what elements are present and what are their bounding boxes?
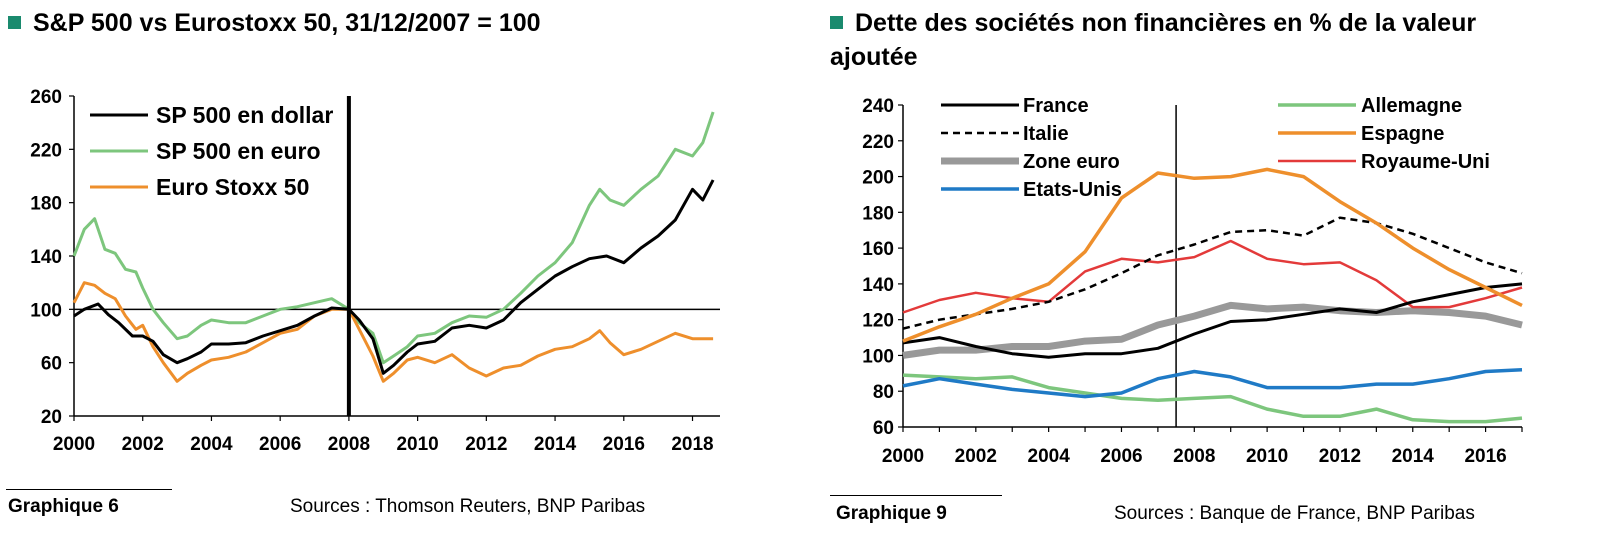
chart-panel-left: S&P 500 vs Eurostoxx 50, 31/12/2007 = 10… <box>0 0 780 547</box>
legend-label-allemagne: Allemagne <box>1361 95 1462 117</box>
y-tick-label: 20 <box>41 407 62 428</box>
footer-rule <box>830 495 1002 496</box>
x-tick-label: 2002 <box>122 434 164 455</box>
sources-text: Sources : Thomson Reuters, BNP Paribas <box>290 496 646 517</box>
series-line-allemagne <box>902 373 1523 424</box>
legend-label-sp-500-en-dollar: SP 500 en dollar <box>156 102 333 128</box>
chart-title-left: S&P 500 vs Eurostoxx 50, 31/12/2007 = 10… <box>8 6 778 40</box>
chart-title-right: Dette des sociétés non financières en % … <box>830 6 1598 74</box>
x-tick-label: 2016 <box>1464 446 1506 467</box>
y-tick-label: 160 <box>862 239 894 260</box>
legend-label-zone-euro: Zone euro <box>1023 151 1120 173</box>
series-line-zone-euro <box>902 301 1523 359</box>
title-bullet-icon <box>8 16 21 29</box>
series-line-sp-500-en-euro <box>72 111 715 365</box>
x-tick-label: 2008 <box>1173 446 1215 467</box>
y-tick-label: 140 <box>862 275 894 296</box>
sources-text: Sources : Banque de France, BNP Paribas <box>1114 503 1475 524</box>
series-line-france <box>902 282 1523 359</box>
y-tick-label: 80 <box>873 382 894 403</box>
y-tick-label: 100 <box>30 300 62 321</box>
x-tick-label: 2012 <box>465 434 507 455</box>
y-tick-label: 120 <box>862 311 894 332</box>
chart-title-line2: ajoutée <box>830 43 918 71</box>
x-tick-label: 2000 <box>882 446 924 467</box>
y-tick-label: 60 <box>873 418 894 439</box>
legend-label-france: France <box>1023 95 1089 117</box>
x-tick-label: 2012 <box>1319 446 1361 467</box>
legend-label-sp-500-en-euro: SP 500 en euro <box>156 138 321 164</box>
y-tick-label: 60 <box>41 354 62 375</box>
y-tick-label: 260 <box>30 87 62 108</box>
series-line-italie <box>902 216 1523 330</box>
x-tick-label: 2004 <box>190 434 233 455</box>
legend-label-espagne: Espagne <box>1361 123 1444 145</box>
chart-title-line1: Dette des sociétés non financières en % … <box>855 9 1477 37</box>
series-line-sp-500-en-dollar <box>73 179 715 375</box>
series-line-etats-unis <box>902 368 1523 399</box>
x-tick-label: 2002 <box>955 446 997 467</box>
chart-panel-right: Dette des sociétés non financières en % … <box>818 0 1600 547</box>
y-tick-label: 180 <box>30 194 62 215</box>
graph-label: Graphique 9 <box>836 503 947 524</box>
corporate-debt-chart: 60 80 100 120 140 160 180 200 220 240 2000 2002 2004… <box>862 95 1523 467</box>
graph-label: Graphique 6 <box>8 496 119 517</box>
legend-label-royaume-uni: Royaume-Uni <box>1361 151 1490 173</box>
y-tick-label: 140 <box>30 247 62 268</box>
title-bullet-icon <box>830 16 843 29</box>
legend-label-etats-unis: Etats-Unis <box>1023 179 1122 201</box>
y-tick-label: 200 <box>862 168 894 189</box>
y-tick-label: 100 <box>862 346 894 367</box>
x-tick-label: 2014 <box>1392 446 1435 467</box>
y-tick-label: 180 <box>862 203 894 224</box>
x-tick-label: 2006 <box>259 434 301 455</box>
legend-label-euro-stoxx-50: Euro Stoxx 50 <box>156 174 309 200</box>
series-line-espagne <box>902 167 1523 343</box>
x-tick-label: 2014 <box>534 434 577 455</box>
series-line-royaume-uni <box>902 239 1523 314</box>
x-tick-label: 2010 <box>1246 446 1288 467</box>
series-line-euro-stoxx-50 <box>72 281 714 383</box>
x-tick-label: 2000 <box>53 434 95 455</box>
x-tick-label: 2010 <box>396 434 438 455</box>
x-tick-label: 2018 <box>671 434 713 455</box>
chart-title-text: S&P 500 vs Eurostoxx 50, 31/12/2007 = 10… <box>33 9 541 37</box>
y-tick-label: 220 <box>30 140 62 161</box>
footer-rule <box>6 489 172 490</box>
x-tick-label: 2016 <box>603 434 645 455</box>
x-tick-label: 2008 <box>328 434 370 455</box>
x-tick-label: 2006 <box>1100 446 1142 467</box>
x-tick-label: 2004 <box>1028 446 1071 467</box>
y-tick-label: 220 <box>862 132 894 153</box>
y-tick-label: 240 <box>862 96 894 117</box>
sp500-eurostoxx-chart: 20 60 100 140 180 220 260 2000 2002 2004 2006 2008 2… <box>30 87 720 455</box>
legend-label-italie: Italie <box>1023 123 1069 145</box>
